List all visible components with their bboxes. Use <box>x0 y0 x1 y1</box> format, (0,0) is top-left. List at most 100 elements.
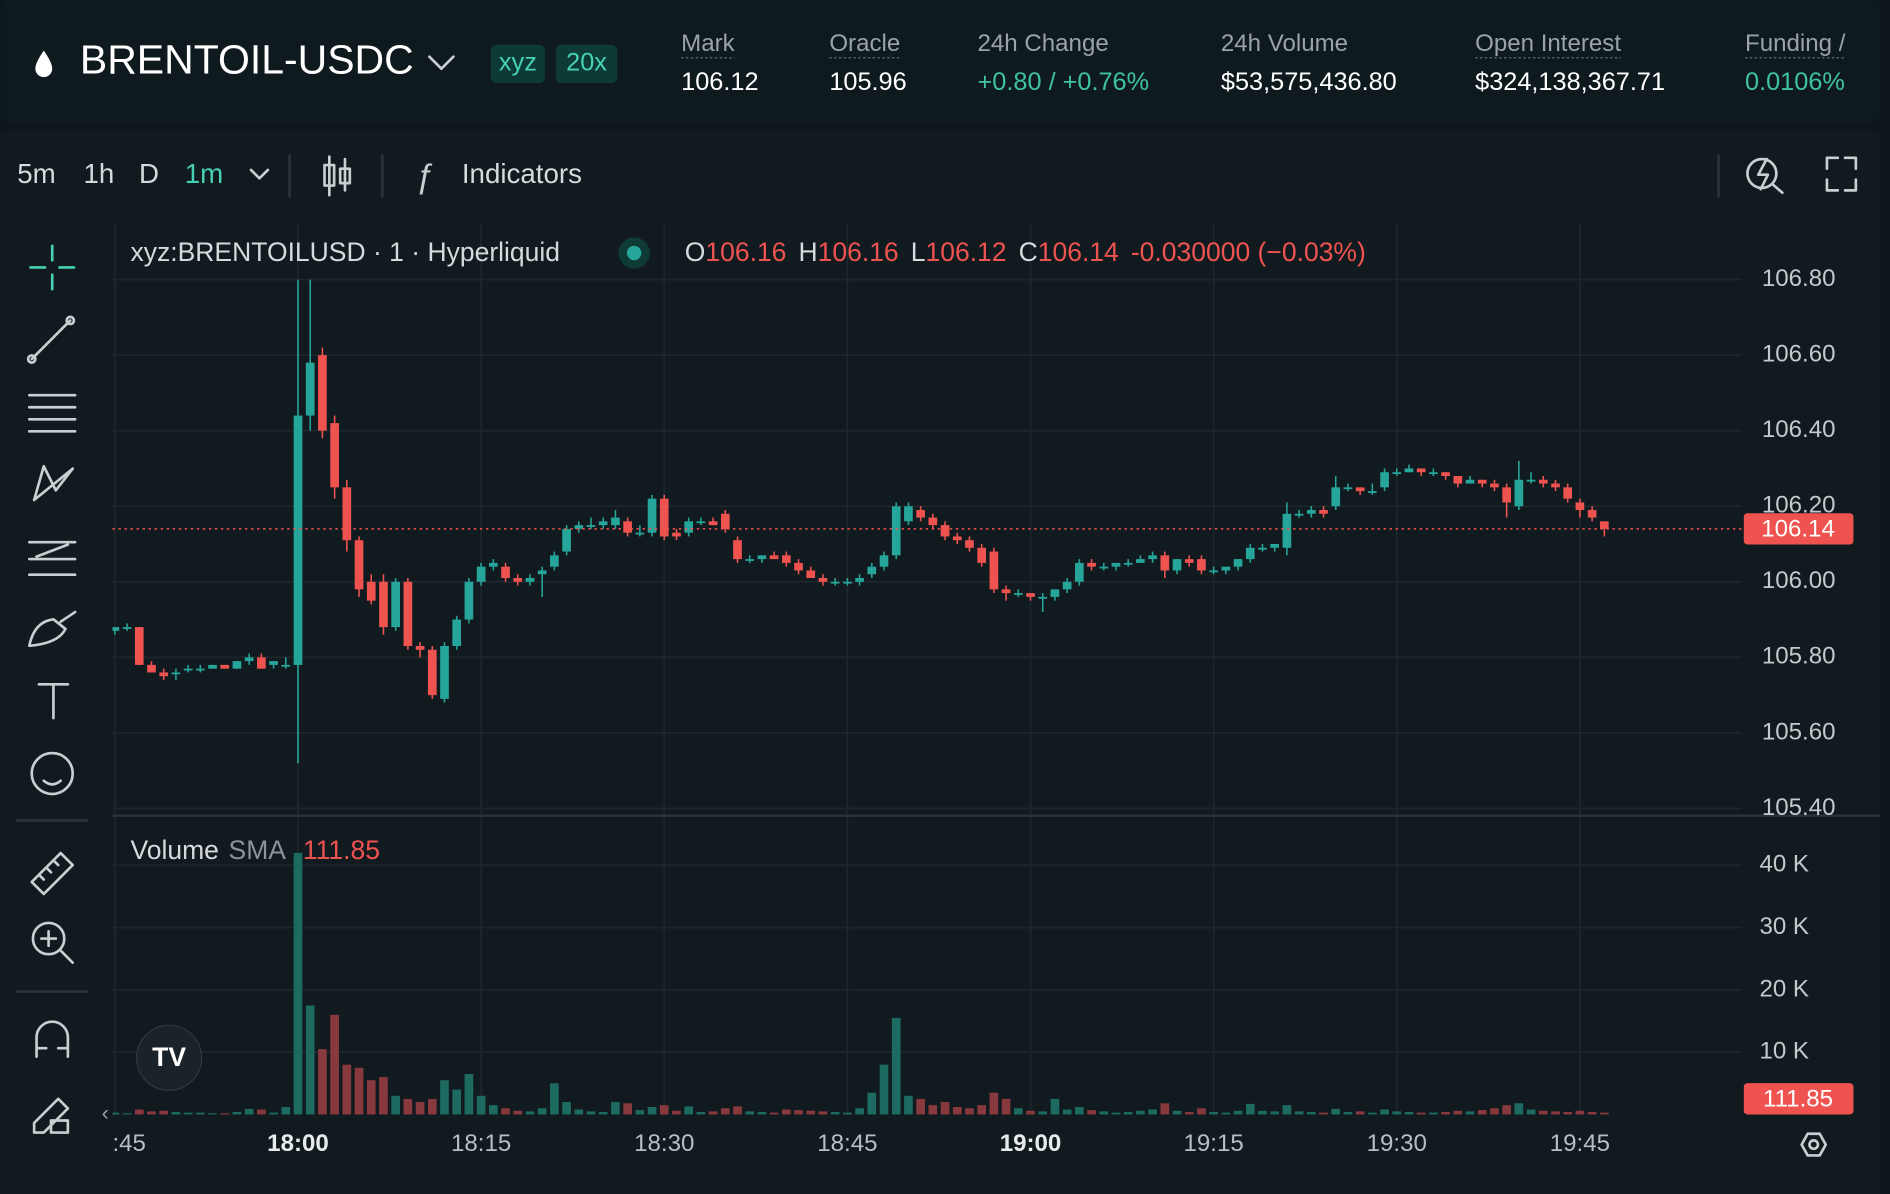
candle-body <box>257 657 266 669</box>
candle-body <box>122 627 132 629</box>
volume-bar <box>782 1109 791 1115</box>
volume-tick-label: 20 K <box>1759 975 1809 1002</box>
volume-bar <box>134 1109 144 1115</box>
ohlc-value: 106.16 <box>818 237 899 267</box>
symbol-dropdown[interactable] <box>428 55 455 71</box>
ohlc-letter: L <box>911 237 926 267</box>
candle-body <box>1538 479 1548 484</box>
candle <box>354 536 364 597</box>
stat-label: 24h Volume <box>1221 30 1348 57</box>
candle <box>1502 483 1511 518</box>
candle <box>904 502 913 526</box>
candle-body <box>281 664 291 667</box>
candle <box>1099 562 1109 571</box>
candle <box>989 547 999 594</box>
volume-bar <box>1026 1110 1035 1115</box>
volume-bar <box>1453 1110 1463 1115</box>
volume-bar <box>452 1089 462 1115</box>
candle-body <box>1453 476 1463 484</box>
volume-bar <box>330 1014 339 1115</box>
scroll-left[interactable]: ‹ <box>102 1100 109 1125</box>
badge-bg <box>555 44 618 84</box>
chart-type-icon[interactable] <box>323 155 352 197</box>
volume-bar <box>1123 1111 1133 1115</box>
volume-bar <box>843 1112 852 1115</box>
candle-body <box>244 657 254 662</box>
replay-icon[interactable] <box>1746 157 1784 195</box>
interval-button[interactable]: 1m <box>185 158 223 189</box>
candle-body <box>733 540 742 560</box>
candle <box>1038 593 1048 613</box>
volume-bar <box>684 1106 694 1115</box>
volume-bar <box>464 1073 474 1115</box>
candle <box>1270 544 1280 552</box>
candle-body <box>672 532 681 537</box>
candle-body <box>513 578 523 582</box>
stat-label: Funding / <box>1745 30 1846 57</box>
candle-body <box>867 566 877 575</box>
interval-dropdown[interactable] <box>249 168 270 180</box>
candle <box>794 559 803 575</box>
candle-body <box>757 555 767 560</box>
candle-body <box>232 661 242 669</box>
settings-icon[interactable] <box>1800 1132 1828 1157</box>
candle-body <box>952 536 962 541</box>
candle-body <box>1551 483 1560 488</box>
candle <box>342 479 352 552</box>
x-tick-label: 18:45 <box>817 1130 877 1157</box>
candle <box>1233 559 1243 571</box>
candle <box>1368 483 1377 495</box>
fullscreen-icon[interactable] <box>1825 156 1858 192</box>
interval-button[interactable]: D <box>139 158 159 189</box>
candle-body <box>1355 487 1365 492</box>
volume-bar <box>574 1109 584 1115</box>
candle-body <box>208 664 217 669</box>
candle-body <box>1392 472 1402 475</box>
volume-bar <box>537 1108 547 1115</box>
volume-bar <box>1319 1112 1328 1115</box>
candle-body <box>220 664 230 669</box>
volume-bar <box>159 1110 169 1115</box>
indicators-button[interactable]: Indicators <box>462 158 582 189</box>
volume-bar <box>1233 1110 1243 1115</box>
candle <box>952 532 962 545</box>
x-tick-label: 19:30 <box>1367 1130 1427 1157</box>
candle-body <box>745 559 755 561</box>
interval-button[interactable]: 1h <box>84 158 115 189</box>
x-tick-label: 18:15 <box>451 1130 511 1157</box>
tv-logo-bg[interactable] <box>135 1024 203 1091</box>
volume-bar <box>1087 1110 1096 1115</box>
volume-bar <box>672 1110 681 1115</box>
candle <box>708 517 718 526</box>
ohlc-letter: H <box>798 237 817 267</box>
stat-value: 0.0106% <box>1745 68 1845 96</box>
volume-bar <box>1221 1112 1231 1115</box>
symbol[interactable]: BRENTOIL-USDC <box>80 36 414 82</box>
interval-button[interactable]: 5m <box>17 158 55 189</box>
candle-body <box>1465 479 1475 484</box>
stat-value: +0.80 / +0.76% <box>978 68 1150 96</box>
volume-bar <box>379 1077 388 1115</box>
volume-bar <box>1465 1111 1475 1115</box>
status-dot <box>626 245 642 261</box>
candle-body <box>1270 544 1280 548</box>
volume-bar <box>1477 1110 1487 1115</box>
candle <box>318 347 327 439</box>
badge[interactable]: 20x <box>566 49 607 77</box>
oil-icon <box>35 50 53 78</box>
candle-body <box>112 627 120 631</box>
candle-body <box>562 528 571 552</box>
candle-body <box>1111 562 1121 567</box>
candle <box>1306 506 1316 518</box>
candle <box>965 536 974 552</box>
volume-bar <box>720 1108 730 1115</box>
candle-body <box>1233 559 1243 567</box>
candle <box>1087 559 1096 571</box>
candle-body <box>476 566 486 582</box>
candle-body <box>1502 487 1511 503</box>
volume-bar <box>427 1098 437 1115</box>
badge-bg <box>490 44 545 84</box>
sma-label: SMA <box>229 835 287 865</box>
y-tick-label: 105.80 <box>1762 643 1836 670</box>
drawing-tools[interactable] <box>15 244 89 1134</box>
